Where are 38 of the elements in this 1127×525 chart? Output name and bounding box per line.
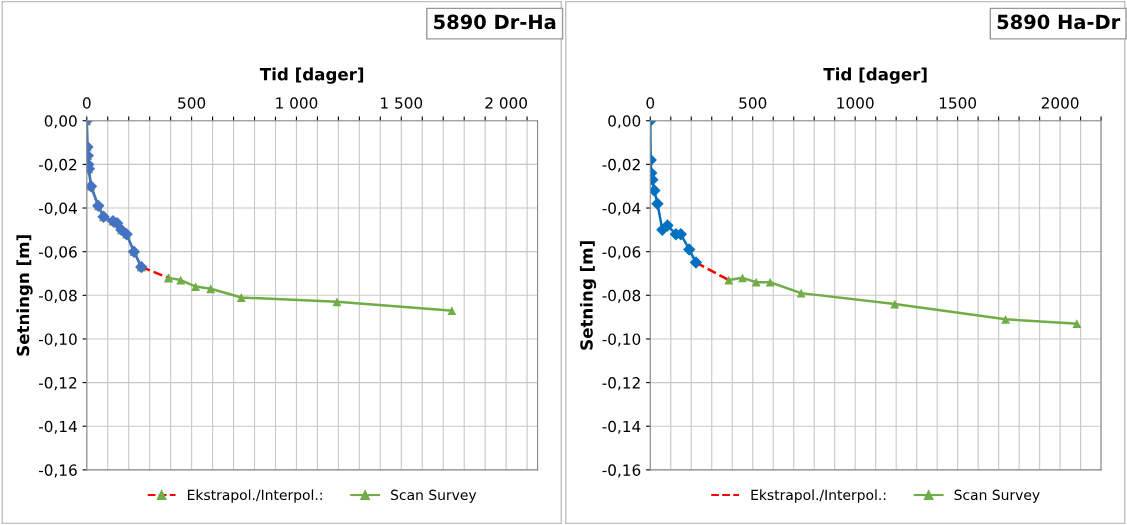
y-tick-label: 0,00	[44, 115, 77, 129]
x-tick-label: 0	[82, 97, 91, 109]
x-tick-label: 500	[739, 97, 767, 109]
x-tick-label: 1 000	[276, 97, 318, 109]
y-tick-label: -0,04	[38, 202, 77, 216]
x-axis-title: Tid [dager]	[259, 67, 364, 84]
y-tick-label: -0,06	[38, 246, 77, 260]
x-tick-label: 500	[178, 97, 206, 109]
y-axis-title: Setning [m]	[579, 241, 597, 350]
x-tick-label: 1000	[837, 97, 874, 109]
y-tick-label: -0,08	[38, 289, 77, 303]
y-tick-label: -0,04	[602, 202, 641, 216]
y-tick-label: -0,12	[602, 377, 640, 391]
y-tick-label: -0,14	[602, 420, 641, 434]
legend-label: Ekstrapol./Interpol.:	[751, 489, 886, 503]
y-tick-label: -0,10	[602, 333, 641, 347]
legend-label: Scan Survey	[954, 489, 1040, 503]
y-tick-label: -0,02	[38, 158, 77, 172]
y-tick-label: -0,16	[38, 464, 77, 478]
x-tick-label: 0	[646, 97, 655, 109]
y-axis-title: Setningn [m]	[16, 235, 33, 356]
y-tick-label: -0,14	[38, 420, 77, 434]
y-tick-label: -0,08	[602, 289, 641, 303]
y-tick-label: 0,00	[608, 115, 641, 129]
chart-title: 5890 Ha-Dr	[997, 14, 1121, 30]
chart-title: 5890 Dr-Ha	[434, 14, 556, 30]
y-tick-label: -0,10	[38, 333, 77, 347]
x-tick-label: 2 000	[485, 97, 527, 109]
legend-label: Scan Survey	[391, 489, 477, 503]
y-tick-label: -0,02	[602, 158, 640, 172]
y-tick-label: -0,16	[602, 464, 641, 478]
x-tick-label: 2000	[1041, 97, 1079, 109]
legend-label: Ekstrapol./Interpol.:	[187, 489, 322, 503]
x-tick-label: 1500	[939, 97, 977, 109]
x-tick-label: 1 500	[381, 97, 423, 109]
x-axis-title: Tid [dager]	[823, 67, 927, 84]
y-tick-label: -0,06	[602, 246, 641, 260]
y-tick-label: -0,12	[38, 377, 77, 391]
